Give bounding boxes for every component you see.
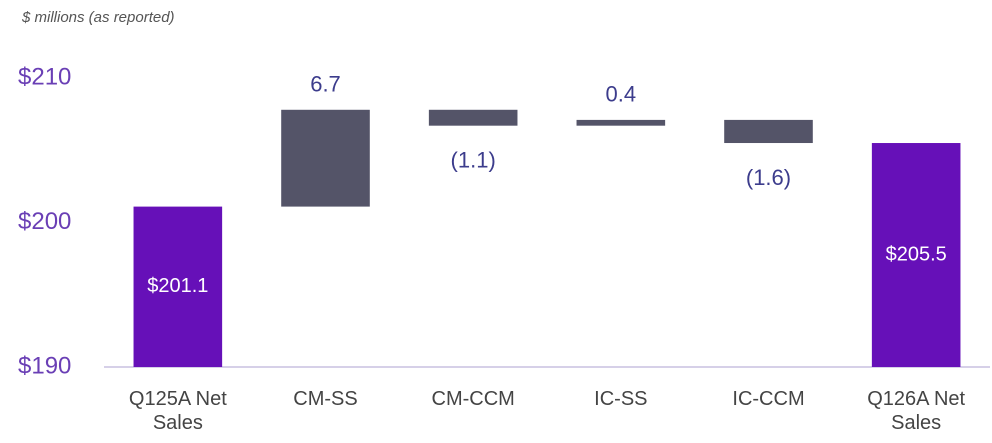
- x-tick-label: IC-SS: [594, 388, 648, 410]
- bar: [281, 109, 370, 207]
- value-label: (1.1): [451, 147, 496, 172]
- x-tick-label: CM-SS: [293, 388, 358, 410]
- subtitle: $ millions (as reported): [21, 9, 175, 26]
- bar: [724, 119, 813, 144]
- bar: [133, 206, 223, 367]
- y-tick-label: $190: [18, 352, 71, 379]
- bar: [428, 109, 518, 126]
- value-label: 0.4: [606, 82, 637, 107]
- y-tick-label: $210: [18, 63, 71, 90]
- x-tick-label: CM-CCM: [431, 388, 515, 410]
- bar: [871, 143, 961, 367]
- x-tick-label: Q125A Net Sales: [128, 388, 227, 434]
- bar: [576, 119, 666, 126]
- y-tick-label: $200: [18, 208, 71, 235]
- x-tick-label: Q126A Net Sales: [867, 388, 966, 434]
- x-tick-label: IC-CCM: [732, 388, 805, 410]
- value-label: $201.1: [147, 275, 208, 297]
- value-label: $205.5: [886, 243, 947, 265]
- value-label: (1.6): [746, 165, 791, 190]
- value-label: 6.7: [310, 72, 341, 97]
